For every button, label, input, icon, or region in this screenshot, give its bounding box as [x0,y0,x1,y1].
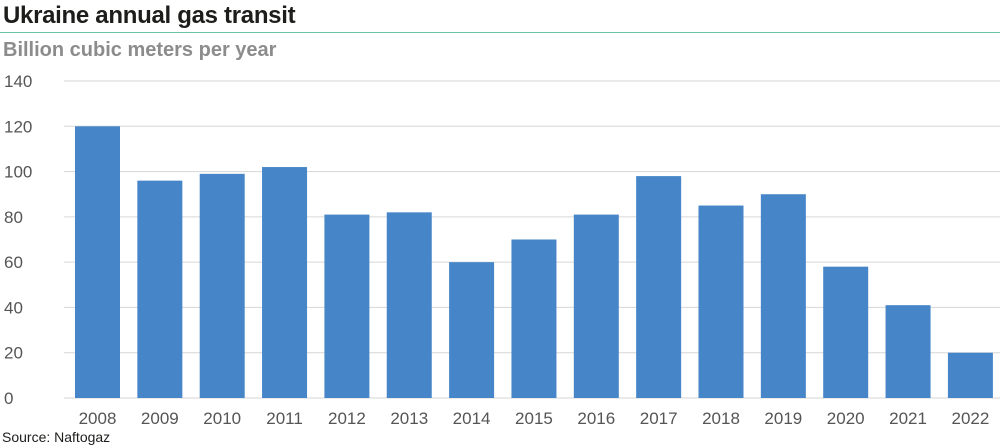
bar-2013 [386,212,432,398]
bar-2009 [137,180,183,398]
bar-2016 [573,214,619,398]
x-tick-label: 2008 [79,409,117,428]
x-tick-label: 2015 [515,409,553,428]
y-tick-label: 120 [4,117,32,136]
x-tick-label: 2020 [827,409,865,428]
y-tick-label: 60 [4,253,23,272]
title-divider [0,32,1000,33]
bar-2014 [449,262,495,398]
bar-2011 [262,167,308,398]
x-tick-label: 2009 [141,409,179,428]
x-tick-label: 2022 [951,409,989,428]
chart-subtitle: Billion cubic meters per year [3,39,277,61]
y-tick-label: 100 [4,163,32,182]
x-tick-label: 2010 [203,409,241,428]
bar-2015 [511,239,557,398]
x-tick-label: 2017 [640,409,678,428]
bar-2017 [636,176,682,398]
y-tick-label: 0 [4,389,13,408]
bar-2020 [823,266,869,398]
chart-title: Ukraine annual gas transit [3,2,296,29]
x-axis-ticks: 2008 2009 2010 2011 2012 2013 2014 2015 2016 2017… [79,409,990,428]
y-tick-label: 140 [4,72,32,91]
bar-2018 [698,205,744,398]
bar-2010 [199,173,245,398]
x-tick-label: 2016 [577,409,615,428]
bar-2008 [75,126,120,399]
bar-2019 [760,194,806,398]
y-tick-label: 20 [4,344,23,363]
x-tick-label: 2014 [453,409,491,428]
bar-2022 [947,352,993,398]
x-tick-label: 2011 [266,409,303,428]
bar-2021 [885,305,931,398]
x-tick-label: 2012 [328,409,366,428]
y-tick-label: 40 [4,298,23,317]
source-note: Source: Naftogaz [2,429,111,445]
y-tick-label: 80 [4,208,23,227]
x-tick-label: 2019 [764,409,802,428]
x-tick-label: 2021 [889,409,927,428]
y-axis-ticks: 0 20 40 60 80 100 120 140 [4,72,32,408]
x-tick-label: 2018 [702,409,740,428]
bar-2012 [324,214,370,398]
bars [75,126,993,399]
x-tick-label: 2013 [390,409,428,428]
